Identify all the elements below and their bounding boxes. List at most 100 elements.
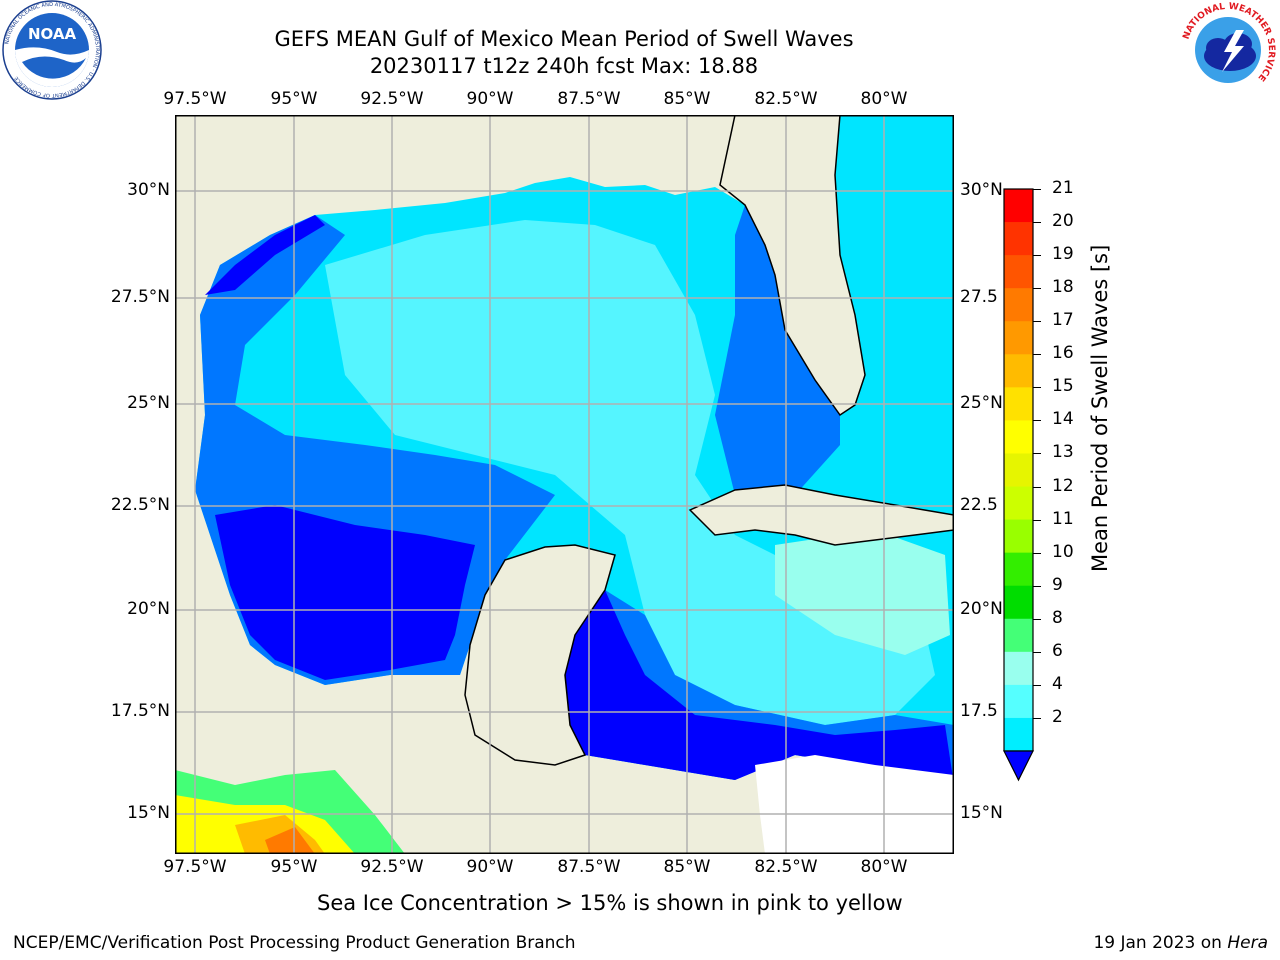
- colorbar-tick-mark: [1033, 189, 1041, 190]
- lon-label-top: 97.5°W: [163, 89, 227, 109]
- colorbar-tick-label: 17: [1052, 310, 1074, 331]
- colorbar-tick-label: 20: [1052, 211, 1074, 232]
- lat-label-right: 22.5: [960, 495, 998, 515]
- colorbar-tick-mark: [1033, 684, 1041, 686]
- colorbar-extend-arrow: [1003, 750, 1034, 782]
- colorbar-swatch: [1004, 651, 1033, 686]
- colorbar-tick-mark: [1033, 420, 1041, 422]
- lon-label-bottom: 80°W: [860, 857, 908, 877]
- lat-label-left: 20°N: [127, 599, 170, 619]
- colorbar-tick-label: 10: [1052, 541, 1074, 562]
- colorbar-swatch: [1004, 684, 1033, 719]
- gulf-map: [175, 115, 954, 854]
- lat-label-right: 30°N: [960, 180, 1003, 200]
- lon-label-top: 90°W: [466, 89, 514, 109]
- lat-label-right: 25°N: [960, 393, 1003, 413]
- colorbar-swatch: [1004, 453, 1033, 488]
- lat-label-right: 20°N: [960, 599, 1003, 619]
- lat-label-left: 30°N: [127, 180, 170, 200]
- colorbar-swatch: [1004, 585, 1033, 620]
- noaa-logo: NOAA NATIONAL OCEANIC AND ATMOSPHERIC AD…: [2, 0, 102, 100]
- colorbar-tick-mark: [1033, 288, 1041, 290]
- colorbar-tick-mark: [1033, 354, 1041, 356]
- lon-label-bottom: 97.5°W: [163, 857, 227, 877]
- graticule: [175, 115, 954, 854]
- colorbar-tick-label: 8: [1052, 607, 1063, 628]
- colorbar-swatch: [1004, 420, 1033, 454]
- colorbar-tick-label: 18: [1052, 277, 1074, 298]
- colorbar-swatch: [1004, 387, 1033, 421]
- colorbar-tick-mark: [1033, 387, 1041, 389]
- lon-label-top: 85°W: [663, 89, 711, 109]
- lon-label-bottom: 82.5°W: [754, 857, 818, 877]
- lat-label-left: 15°N: [127, 803, 170, 823]
- caribbean-high: [775, 530, 950, 655]
- lat-label-right: 15°N: [960, 803, 1003, 823]
- colorbar-tick-mark: [1033, 585, 1041, 587]
- colorbar-tick-label: 6: [1052, 640, 1063, 661]
- colorbar-swatch: [1004, 717, 1033, 752]
- lon-label-bottom: 85°W: [663, 857, 711, 877]
- noaa-logo-text: NOAA: [28, 25, 77, 43]
- east-band: [715, 205, 840, 495]
- colorbar-swatch: [1004, 354, 1033, 388]
- lon-label-top: 87.5°W: [557, 89, 621, 109]
- colorbar-swatch: [1004, 189, 1033, 223]
- colorbar-tick-label: 9: [1052, 574, 1063, 595]
- lat-label-left: 27.5°N: [110, 287, 170, 307]
- lon-label-bottom: 95°W: [270, 857, 318, 877]
- lat-label-left: 17.5°N: [110, 701, 170, 721]
- colorbar-tick-label: 4: [1052, 673, 1063, 694]
- colorbar-tick-mark: [1033, 453, 1041, 455]
- colorbar-tick-mark: [1033, 222, 1041, 224]
- colorbar-tick-mark: [1033, 618, 1041, 620]
- colorbar-swatch: [1004, 618, 1033, 653]
- map-frame: [175, 115, 954, 854]
- colorbar-tick-label: 13: [1052, 442, 1074, 463]
- colorbar-tick-mark: [1033, 552, 1041, 554]
- colorbar-swatch: [1004, 222, 1033, 256]
- colorbar-swatch: [1004, 486, 1033, 521]
- colorbar-tick-mark: [1033, 651, 1041, 653]
- bay-of-campeche-low: [215, 505, 475, 680]
- lon-label-bottom: 92.5°W: [360, 857, 424, 877]
- lat-label-right: 17.5: [960, 701, 998, 721]
- nws-logo: NATIONAL WEATHER SERVICE: [1180, 2, 1276, 98]
- colorbar: [1003, 188, 1034, 782]
- lat-label-left: 25°N: [127, 393, 170, 413]
- lon-label-bottom: 87.5°W: [557, 857, 621, 877]
- colorbar-swatch: [1004, 552, 1033, 587]
- lon-label-top: 95°W: [270, 89, 318, 109]
- lon-label-top: 82.5°W: [754, 89, 818, 109]
- colorbar-tick-label: 19: [1052, 244, 1074, 265]
- map-title: GEFS MEAN Gulf of Mexico Mean Period of …: [274, 27, 854, 51]
- florida: [719, 115, 866, 417]
- no-data-area: [755, 755, 954, 854]
- colorbar-swatch: [1004, 321, 1033, 355]
- map-subtitle: 20230117 t12z 240h fcst Max: 18.88: [369, 54, 759, 78]
- colorbar-tick-label: 2: [1052, 706, 1063, 727]
- footer-host: Hera: [1227, 933, 1268, 953]
- northwest-low: [205, 215, 325, 295]
- sea-ice-note: Sea Ice Concentration > 15% is shown in …: [317, 891, 903, 915]
- yucatan: [464, 544, 616, 766]
- colorbar-swatch: [1004, 255, 1033, 289]
- lon-label-top: 80°W: [860, 89, 908, 109]
- colorbar-tick-label: 14: [1052, 409, 1074, 430]
- lat-label-left: 22.5°N: [110, 495, 170, 515]
- colorbar-tick-mark: [1033, 255, 1041, 257]
- colorbar-tick-label: 15: [1052, 376, 1074, 397]
- colorbar-tick-mark: [1033, 321, 1041, 323]
- lon-label-bottom: 90°W: [466, 857, 514, 877]
- colorbar-tick-label: 12: [1052, 475, 1074, 496]
- colorbar-tick-mark: [1033, 486, 1041, 488]
- yucatan-low: [565, 590, 954, 785]
- cuba: [688, 484, 954, 546]
- footer-credit: NCEP/EMC/Verification Post Processing Pr…: [13, 933, 576, 953]
- colorbar-label: Mean Period of Swell Waves [s]: [1088, 244, 1112, 572]
- lat-label-right: 27.5: [960, 287, 998, 307]
- footer-date-text: 19 Jan 2023 on: [1093, 933, 1228, 953]
- colorbar-tick-label: 11: [1052, 508, 1074, 529]
- lon-label-top: 92.5°W: [360, 89, 424, 109]
- colorbar-swatch: [1004, 519, 1033, 554]
